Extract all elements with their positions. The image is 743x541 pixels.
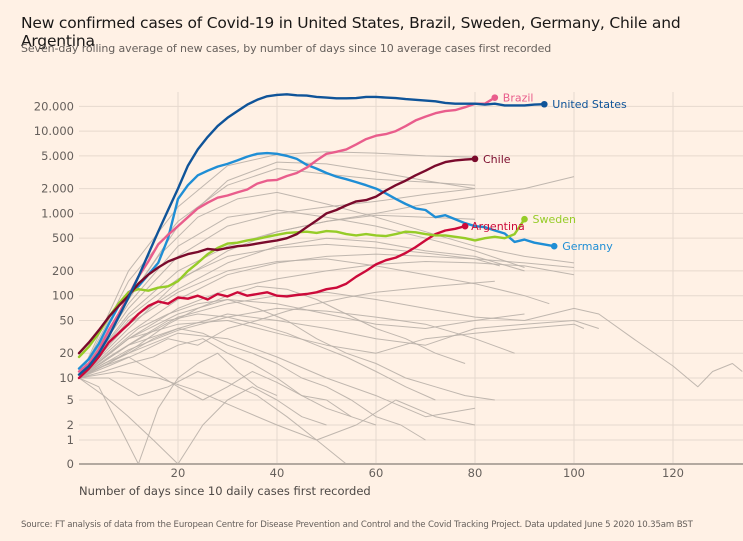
y-tick-label: 5.000 bbox=[41, 149, 74, 163]
y-tick-label: 20 bbox=[59, 346, 74, 360]
other-country-line bbox=[78, 261, 575, 379]
other-country-line bbox=[78, 377, 327, 465]
y-tick-label: 10 bbox=[59, 371, 74, 385]
other-country-line bbox=[78, 285, 466, 379]
other-country-line bbox=[78, 209, 525, 379]
series-label-germany: Germany bbox=[562, 240, 613, 253]
series-line-united-states bbox=[77, 93, 546, 376]
other-country-line bbox=[78, 320, 585, 379]
other-country-line bbox=[78, 338, 377, 426]
x-axis: 20 40 60 80 100 120 bbox=[171, 466, 684, 480]
other-country-line bbox=[78, 191, 575, 379]
series-label-brazil: Brazil bbox=[503, 92, 534, 105]
other-country-line bbox=[78, 253, 500, 379]
y-tick-label: 0 bbox=[67, 457, 74, 471]
series-endpoint-argentina bbox=[461, 222, 469, 230]
chart-subtitle: Seven-day rolling average of new cases, … bbox=[21, 42, 552, 55]
other-country-line bbox=[78, 299, 495, 401]
y-tick-label: 200 bbox=[52, 264, 74, 278]
series-endpoint-chile bbox=[471, 155, 479, 163]
source-note: Source: FT analysis of data from the Eur… bbox=[21, 520, 693, 530]
y-tick-label: 100 bbox=[52, 289, 74, 303]
x-tick-label: 80 bbox=[468, 466, 483, 480]
series-line-argentina bbox=[77, 224, 467, 380]
series-endpoint-united-states bbox=[541, 100, 548, 108]
country-labels: Argentina Germany Sweden Brazil Chile United … bbox=[461, 92, 627, 253]
series-label-united-states: United States bbox=[552, 98, 627, 111]
x-tick-label: 100 bbox=[563, 466, 585, 480]
series-line-germany bbox=[77, 151, 556, 370]
other-country-line bbox=[78, 307, 515, 379]
y-tick-label: 2.000 bbox=[41, 182, 74, 196]
other-country-line bbox=[78, 313, 599, 379]
other-country-line bbox=[78, 280, 495, 379]
y-tick-label: 1 bbox=[67, 433, 74, 447]
y-tick-label: 1.000 bbox=[41, 206, 74, 220]
x-tick-label: 120 bbox=[662, 466, 684, 480]
y-tick-label: 2 bbox=[67, 418, 74, 432]
other-country-line bbox=[78, 313, 436, 401]
series-label-argentina: Argentina bbox=[471, 220, 525, 233]
series-line-brazil bbox=[77, 96, 496, 373]
series-line-sweden bbox=[77, 218, 526, 359]
other-countries-lines bbox=[78, 151, 743, 465]
series-endpoint-germany bbox=[550, 242, 558, 250]
y-tick-label: 10.000 bbox=[34, 124, 74, 138]
other-country-line bbox=[78, 371, 476, 441]
x-axis-title: Number of days since 10 daily cases firs… bbox=[79, 484, 371, 498]
highlighted-country-lines bbox=[77, 93, 556, 380]
y-tick-label: 50 bbox=[59, 313, 74, 327]
grid bbox=[79, 92, 743, 464]
other-country-line bbox=[78, 328, 426, 441]
other-country-line bbox=[78, 243, 575, 379]
series-label-chile: Chile bbox=[483, 153, 511, 166]
other-country-line bbox=[78, 356, 352, 418]
series-line-chile bbox=[77, 157, 477, 355]
chart-title: New confirmed cases of Covid-19 in Unite… bbox=[21, 14, 681, 50]
other-country-line bbox=[78, 214, 476, 379]
x-tick-label: 60 bbox=[369, 466, 384, 480]
series-endpoint-brazil bbox=[491, 94, 499, 101]
other-country-line bbox=[78, 299, 525, 379]
series-label-sweden: Sweden bbox=[533, 213, 576, 226]
x-tick-label: 40 bbox=[270, 466, 285, 480]
y-tick-label: 5 bbox=[67, 393, 74, 407]
y-axis: 0 12 5 10 20 50 100 200 500 1.000 2.000 5.000 10.000… bbox=[34, 99, 74, 471]
y-tick-label: 20.000 bbox=[34, 99, 74, 113]
other-country-line bbox=[78, 291, 743, 388]
series-endpoint-sweden bbox=[521, 215, 528, 223]
other-country-line bbox=[78, 332, 476, 418]
y-tick-label: 500 bbox=[52, 231, 74, 245]
x-tick-label: 20 bbox=[171, 466, 186, 480]
other-country-line bbox=[79, 371, 376, 465]
